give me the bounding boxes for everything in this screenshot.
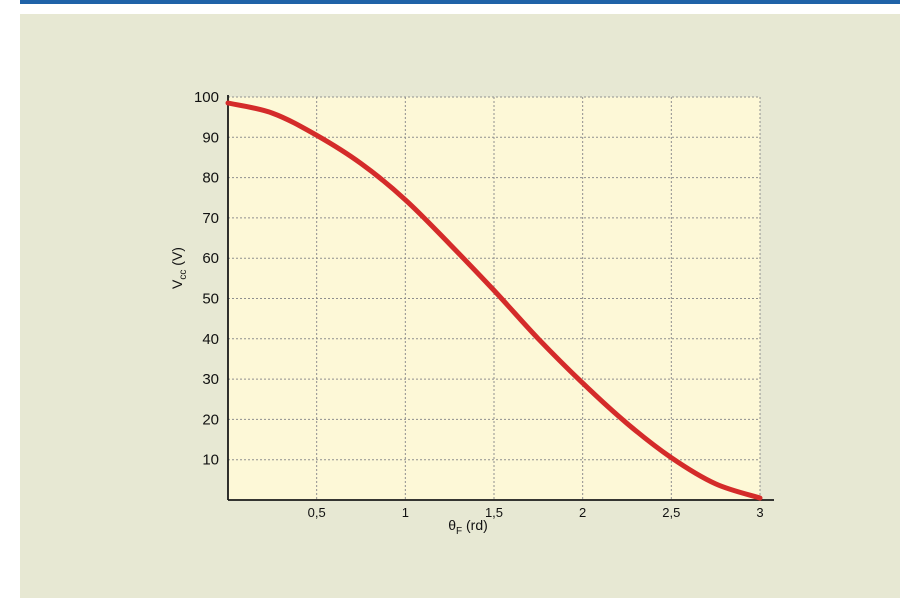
y-tick-label: 40 [202,331,219,348]
y-tick-label: 20 [202,411,219,428]
top-rule [20,0,900,4]
x-tick-label: 1,5 [485,505,503,520]
y-tick-label: 90 [202,129,219,146]
x-axis-label: θF (rd) [448,517,488,537]
x-tick-label: 2,5 [662,505,680,520]
y-axis-label: Vcc (V) [169,247,189,289]
series-line [225,100,763,501]
x-axis-label-sub: F [456,526,462,537]
y-tick-label: 100 [194,89,219,106]
x-tick-label: 0,5 [308,505,326,520]
y-tick-label: 80 [202,170,219,187]
y-tick-label: 50 [202,291,219,308]
y-tick-label: 60 [202,250,219,267]
y-tick-label: 10 [202,452,219,469]
y-tick-label: 70 [202,210,219,227]
x-tick-label: 1 [402,505,409,520]
x-tick-labels: 0,5 1 1,5 2 2,5 3 [308,505,764,520]
x-tick-label: 3 [756,505,763,520]
x-axis-label-unit: (rd) [462,517,488,533]
axes [227,95,774,501]
y-axis-label-unit: (V) [169,247,185,270]
y-tick-label: 30 [202,371,219,388]
x-axis-label-main: θ [448,517,456,533]
x-tick-label: 2 [579,505,586,520]
y-axis-label-main: V [169,279,185,289]
y-axis-label-sub: cc [178,270,189,280]
y-tick-labels: 10 20 30 40 50 60 70 80 90 100 [194,89,219,469]
